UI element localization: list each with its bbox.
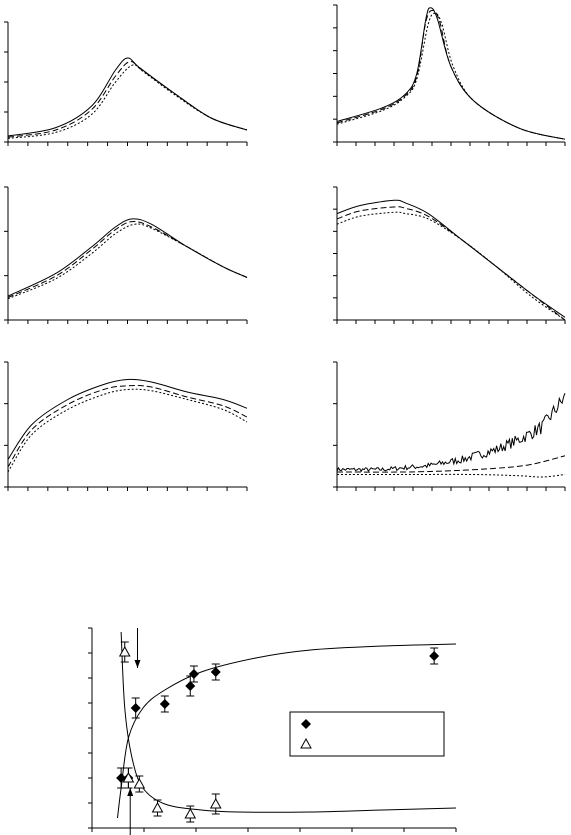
series-line-solid bbox=[7, 57, 248, 137]
series-line-solid bbox=[336, 199, 566, 318]
series-line-dotted bbox=[7, 223, 248, 300]
series-line-dotted bbox=[7, 388, 248, 473]
data-point-diamond bbox=[210, 667, 221, 677]
panel-middle-left bbox=[4, 186, 248, 324]
arrow-up-head bbox=[127, 788, 134, 796]
series-line-dashed bbox=[7, 221, 248, 298]
panel-middle-right bbox=[333, 186, 566, 324]
data-point-triangle bbox=[133, 777, 146, 789]
series-line-dashed bbox=[7, 384, 248, 468]
data-point-diamond bbox=[116, 773, 127, 783]
legend-box bbox=[289, 711, 445, 757]
data-point-triangle bbox=[118, 645, 131, 657]
panel-top-left bbox=[4, 21, 248, 146]
data-point-diamond bbox=[159, 699, 170, 709]
data-point-triangle bbox=[151, 801, 164, 813]
data-point-triangle bbox=[122, 771, 135, 783]
series-line-solid bbox=[336, 393, 566, 473]
fit-curve-falling bbox=[120, 631, 457, 813]
panel-bottom bbox=[88, 627, 457, 835]
panel-bottom-right bbox=[333, 361, 566, 491]
series-line-solid bbox=[336, 7, 566, 140]
series-line-dotted bbox=[7, 64, 248, 139]
fit-curve-rising bbox=[116, 643, 457, 819]
series-line-dashed bbox=[7, 60, 248, 138]
data-point-diamond bbox=[429, 651, 440, 661]
series-line-dotted bbox=[336, 211, 566, 321]
series-line-dashed bbox=[336, 206, 566, 321]
data-point-diamond bbox=[130, 703, 141, 713]
data-point-diamond bbox=[185, 681, 196, 691]
series-line-solid bbox=[7, 218, 248, 297]
series-line-solid bbox=[7, 378, 248, 460]
series-line-dotted bbox=[337, 473, 566, 478]
series-line-dotted bbox=[336, 12, 566, 140]
legend bbox=[289, 711, 445, 757]
data-point-triangle bbox=[184, 807, 197, 819]
series-line-dashed bbox=[336, 9, 566, 140]
legend-marker-diamond bbox=[301, 719, 311, 729]
panel-bottom-left bbox=[4, 361, 248, 491]
arrow-down-head bbox=[134, 660, 141, 668]
legend-marker-triangle bbox=[300, 737, 312, 749]
series-line-dashed bbox=[336, 455, 566, 473]
data-point-diamond bbox=[188, 669, 199, 679]
panel-top-right bbox=[333, 4, 566, 146]
data-point-triangle bbox=[209, 797, 222, 809]
